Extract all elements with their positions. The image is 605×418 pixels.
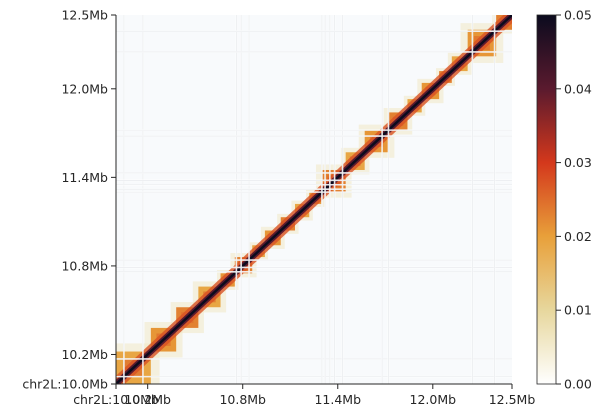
- x-tick-label: 10.2Mb: [124, 392, 171, 407]
- y-tick-label: 10.8Mb: [61, 258, 108, 273]
- colorbar-tick-label: 0.01: [564, 303, 592, 318]
- colorbar-ticks: 0.00 0.01 0.02 0.03 0.04 0.05: [536, 8, 592, 392]
- contact-heatmap: [116, 15, 512, 384]
- colorbar-frame: [536, 14, 557, 385]
- colorbar-gradient: [537, 15, 556, 384]
- colorbar: 0.00 0.01 0.02 0.03 0.04 0.05: [536, 8, 592, 392]
- x-tick-label: chr2L:10.0Mb: [73, 392, 159, 407]
- masked-bins: [116, 15, 512, 384]
- x-tick-label: 11.4Mb: [314, 392, 361, 407]
- diagonal-band: [116, 15, 512, 384]
- colorbar-tick-label: 0.04: [564, 81, 592, 96]
- y-tick-label: 12.0Mb: [61, 81, 108, 96]
- x-tick-label: 12.5Mb: [489, 392, 536, 407]
- y-tick-label: 12.5Mb: [61, 8, 108, 23]
- x-tick-label: 12.0Mb: [410, 392, 457, 407]
- x-tick-label: 10.8Mb: [219, 392, 266, 407]
- diagonal-core: [116, 15, 512, 384]
- y-tick-label: 11.4Mb: [61, 170, 108, 185]
- colorbar-tick-label: 0.05: [564, 8, 592, 23]
- y-axis: chr2L:10.0Mb 10.2Mb 10.8Mb 11.4Mb 12.0Mb 12.5…: [22, 8, 117, 392]
- colorbar-tick-label: 0.02: [564, 229, 592, 244]
- colorbar-tick-label: 0.03: [564, 155, 592, 170]
- colorbar-tick-label: 0.00: [564, 377, 592, 392]
- y-tick-label: chr2L:10.0Mb: [22, 377, 108, 392]
- y-tick-label: 10.2Mb: [61, 347, 108, 362]
